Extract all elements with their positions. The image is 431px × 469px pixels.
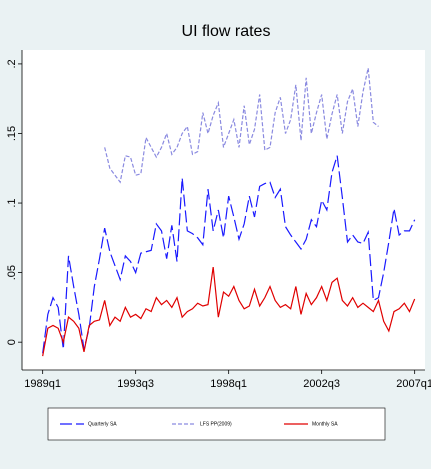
chart-title: UI flow rates — [182, 23, 271, 40]
y-tick-label: .05 — [6, 265, 18, 280]
y-tick-label: .1 — [6, 198, 18, 207]
series-line — [42, 266, 416, 357]
x-tick-label: 2002q3 — [303, 378, 340, 390]
series-line — [104, 67, 379, 184]
plot-region — [22, 50, 425, 370]
y-tick-label: 0 — [6, 339, 18, 345]
legend-box — [47, 407, 386, 441]
legend-label: LFS PP(2009) — [200, 421, 232, 427]
x-tick-label: 1998q1 — [210, 378, 247, 390]
x-tick-label: 2007q1 — [396, 378, 431, 390]
legend-label: Monthly SA — [312, 421, 338, 427]
x-tick-label: 1989q1 — [24, 378, 61, 390]
y-tick-label: .2 — [6, 59, 18, 68]
y-tick-label: .15 — [6, 126, 18, 141]
x-tick-label: 1993q3 — [117, 378, 154, 390]
series-line — [42, 155, 416, 354]
legend-label: Quarterly SA — [88, 421, 117, 427]
